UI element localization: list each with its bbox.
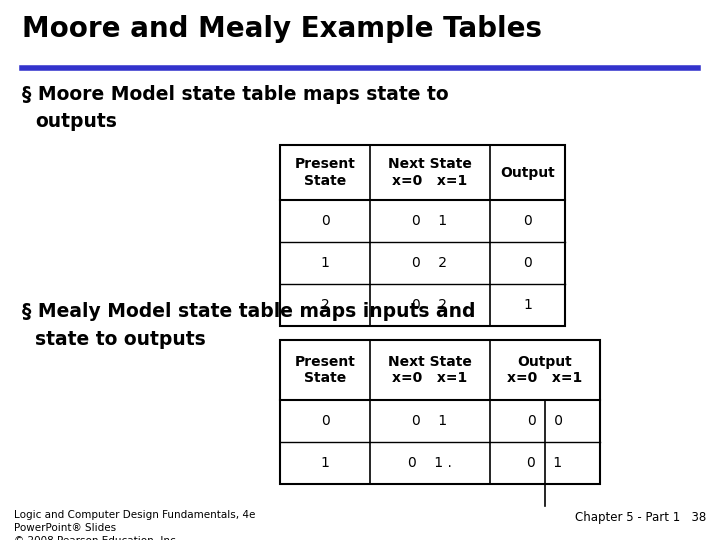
Text: 1: 1 — [320, 256, 330, 270]
Text: 0    1: 0 1 — [528, 456, 562, 470]
Text: 2: 2 — [320, 298, 329, 312]
Bar — [280, 145, 565, 326]
Text: Chapter 5 - Part 1   38: Chapter 5 - Part 1 38 — [575, 511, 706, 524]
Text: Present
State: Present State — [294, 157, 356, 187]
Bar — [280, 340, 600, 484]
Text: 0: 0 — [523, 256, 532, 270]
Text: Output
x=0   x=1: Output x=0 x=1 — [508, 355, 582, 385]
Text: § Moore Model state table maps state to: § Moore Model state table maps state to — [22, 85, 449, 104]
Text: state to outputs: state to outputs — [35, 330, 206, 349]
Text: 1: 1 — [523, 298, 532, 312]
Text: Next State
x=0   x=1: Next State x=0 x=1 — [388, 157, 472, 187]
Text: Next State
x=0   x=1: Next State x=0 x=1 — [388, 355, 472, 385]
Text: Moore and Mealy Example Tables: Moore and Mealy Example Tables — [22, 15, 542, 43]
Text: 0    1 .: 0 1 . — [408, 456, 452, 470]
Text: Logic and Computer Design Fundamentals, 4e
PowerPoint® Slides
© 2008 Pearson Edu: Logic and Computer Design Fundamentals, … — [14, 510, 256, 540]
Text: 0: 0 — [320, 414, 329, 428]
Text: 0    2: 0 2 — [413, 256, 448, 270]
Text: Present
State: Present State — [294, 355, 356, 385]
Text: 0    2: 0 2 — [413, 298, 448, 312]
Text: Output: Output — [500, 165, 555, 179]
Text: 0    1: 0 1 — [413, 414, 448, 428]
Text: 0: 0 — [320, 214, 329, 228]
Text: outputs: outputs — [35, 112, 117, 131]
Text: 0: 0 — [523, 214, 532, 228]
Text: 1: 1 — [320, 456, 330, 470]
Text: 0    0: 0 0 — [528, 414, 562, 428]
Text: § Mealy Model state table maps inputs and: § Mealy Model state table maps inputs an… — [22, 302, 475, 321]
Text: 0    1: 0 1 — [413, 214, 448, 228]
